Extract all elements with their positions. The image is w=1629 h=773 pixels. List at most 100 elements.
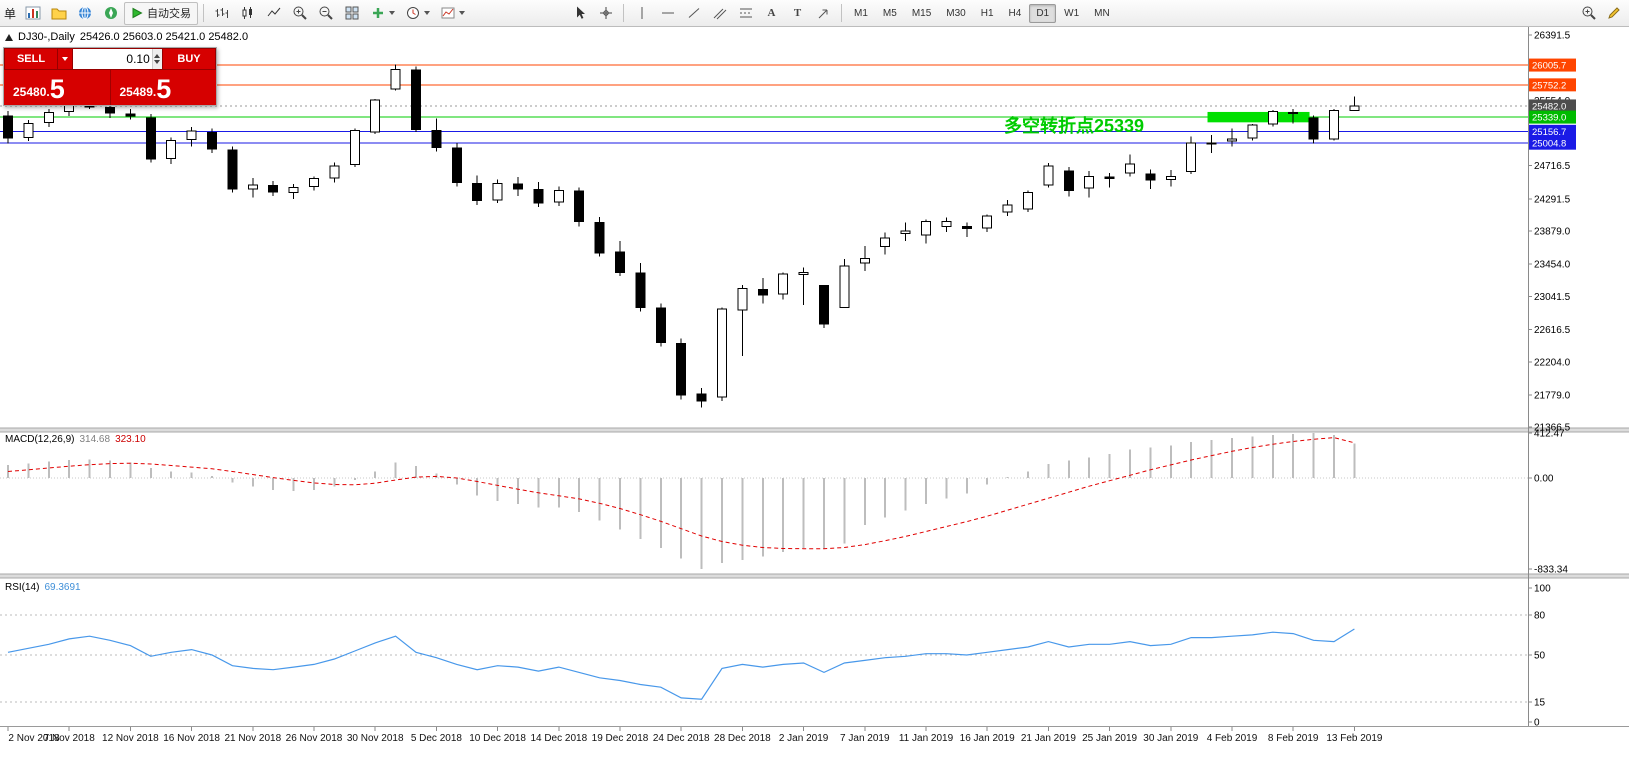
- candle-body: [513, 183, 523, 190]
- autotrading-label: 自动交易: [147, 8, 192, 20]
- price-axis-label: 22616.5: [1534, 325, 1571, 336]
- zoom-out-icon[interactable]: [313, 2, 338, 25]
- date-axis-label: 19 Dec 2018: [592, 733, 649, 744]
- price-axis-label: 23454.0: [1534, 260, 1571, 271]
- date-axis-label: 2 Jan 2019: [779, 733, 829, 744]
- collapse-trade-panel-icon[interactable]: [5, 33, 13, 41]
- cursor-tool-icon[interactable]: [567, 2, 592, 25]
- candle-body: [655, 307, 666, 344]
- candlestick-chart-type-icon[interactable]: [235, 2, 260, 25]
- candle-body: [268, 185, 279, 193]
- timeframe-button-D1[interactable]: D1: [1029, 3, 1057, 23]
- date-axis-label: 16 Nov 2018: [163, 733, 220, 744]
- fibonacci-tool-icon[interactable]: [733, 2, 758, 25]
- price-axis-label: 26391.5: [1534, 30, 1571, 41]
- autotrading-button[interactable]: 自动交易: [124, 1, 199, 25]
- timeframe-button-H1[interactable]: H1: [974, 4, 1001, 23]
- new-order-edit-icon[interactable]: [1601, 2, 1626, 25]
- buy-price-main: 25489.: [119, 85, 157, 99]
- candle-body: [574, 190, 585, 223]
- lot-decrease-button[interactable]: [154, 60, 161, 64]
- label-tool-glyph: T: [793, 7, 802, 19]
- candle-body: [819, 285, 829, 325]
- candle-body: [982, 215, 993, 229]
- rsi-axis-label: 0: [1534, 718, 1540, 729]
- panel-separator[interactable]: [0, 428, 1629, 432]
- sell-price-display[interactable]: 25480. 5: [4, 70, 110, 105]
- rsi-axis-label: 50: [1534, 651, 1546, 662]
- timeframe-button-M5[interactable]: M5: [876, 4, 904, 23]
- price-tag-value: 25482.0: [1532, 101, 1566, 112]
- text-label-tool-icon[interactable]: T: [785, 2, 810, 25]
- price-axis-label: 23041.5: [1534, 292, 1571, 303]
- macd-main-value: 314.68: [79, 434, 111, 445]
- candle-body: [1145, 173, 1156, 181]
- chevron-down-icon: [62, 57, 68, 61]
- rsi-value: 69.3691: [44, 582, 81, 593]
- date-axis-label: 16 Jan 2019: [960, 733, 1015, 744]
- candle-body: [798, 271, 809, 276]
- candle-body: [492, 182, 503, 201]
- buy-price-display[interactable]: 25489. 5: [109, 70, 217, 105]
- date-axis-label: 26 Nov 2018: [286, 733, 343, 744]
- candle-body: [247, 184, 258, 190]
- timeframe-button-M1[interactable]: M1: [847, 4, 875, 23]
- date-axis-label: 4 Feb 2019: [1207, 733, 1258, 744]
- candle-body: [1084, 175, 1095, 189]
- candle-body: [166, 139, 177, 159]
- templates-dropdown[interactable]: [435, 2, 469, 25]
- candle-body: [43, 111, 54, 123]
- candle-body: [125, 113, 136, 117]
- candle-body: [145, 117, 156, 160]
- candle-body: [839, 265, 850, 308]
- rsi-axis-label: 80: [1534, 610, 1546, 621]
- periods-dropdown[interactable]: [400, 2, 434, 25]
- arrows-tool-icon[interactable]: [811, 2, 836, 25]
- candle-body: [778, 273, 789, 295]
- trendline-tool-icon[interactable]: [681, 2, 706, 25]
- candle-body: [390, 68, 401, 90]
- sell-button[interactable]: SELL: [4, 48, 58, 70]
- tile-windows-icon[interactable]: [339, 2, 364, 25]
- market-watch-icon[interactable]: [72, 2, 97, 25]
- candle-body: [1227, 138, 1237, 142]
- crosshair-tool-icon[interactable]: [593, 2, 618, 25]
- candle-body: [1186, 142, 1197, 173]
- buy-button[interactable]: BUY: [162, 48, 216, 70]
- candle-body: [349, 129, 360, 166]
- text-tool-icon[interactable]: A: [759, 2, 784, 25]
- timeframe-button-M30[interactable]: M30: [939, 4, 972, 23]
- date-axis-label: 11 Jan 2019: [899, 733, 954, 744]
- navigator-icon[interactable]: [98, 2, 123, 25]
- line-chart-type-icon[interactable]: [261, 2, 286, 25]
- zoom-in-icon[interactable]: [287, 2, 312, 25]
- toolbar-separator: [841, 4, 843, 22]
- bar-chart-type-icon[interactable]: [209, 2, 234, 25]
- charts-window-icon[interactable]: [20, 2, 45, 25]
- timeframe-button-M15[interactable]: M15: [905, 4, 938, 23]
- timeframe-button-H4[interactable]: H4: [1002, 4, 1029, 23]
- timeframe-button-W1[interactable]: W1: [1057, 4, 1086, 23]
- ohlc-values: 25426.0 25603.0 25421.0 25482.0: [79, 31, 249, 43]
- horizontal-line-tool-icon[interactable]: [655, 2, 680, 25]
- lot-size-input[interactable]: [73, 49, 152, 69]
- candle-body: [1329, 109, 1339, 140]
- price-tag: [1529, 124, 1576, 138]
- vertical-line-tool-icon[interactable]: [629, 2, 654, 25]
- candle-body: [1247, 124, 1258, 139]
- candle-body: [594, 221, 605, 254]
- candle-body: [23, 122, 34, 138]
- channel-tool-icon[interactable]: [707, 2, 732, 25]
- panel-separator[interactable]: [0, 574, 1629, 578]
- candle-body: [329, 165, 340, 179]
- timeframe-button-MN[interactable]: MN: [1087, 4, 1117, 23]
- lot-increase-button[interactable]: [154, 54, 161, 58]
- indicators-dropdown[interactable]: [365, 2, 399, 25]
- candle-body: [737, 288, 748, 311]
- candle-body: [1002, 204, 1013, 213]
- symbol-search-icon[interactable]: [1576, 2, 1601, 25]
- candle-body: [635, 272, 646, 308]
- sell-price-big-digit: 5: [49, 74, 65, 104]
- profile-icon[interactable]: [46, 2, 71, 25]
- order-type-dropdown[interactable]: [58, 48, 73, 70]
